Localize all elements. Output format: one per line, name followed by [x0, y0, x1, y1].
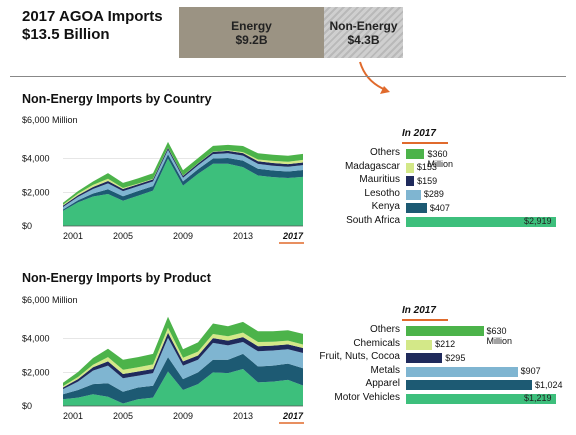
- bar-apparel: [406, 380, 532, 390]
- bar-chemicals: [406, 339, 433, 350]
- area-chart-product: $0 $2,000 $4,000 2001 2005 2009 2013 2017: [22, 316, 304, 424]
- bar-label: Mauritius: [359, 174, 400, 185]
- energy-box: Energy $9.2B: [179, 7, 324, 58]
- bar-value: $159: [417, 175, 438, 186]
- bar-label: Others: [369, 147, 400, 158]
- bar-fruit-nuts-cocoa: [406, 353, 443, 363]
- bar-value: $153: [416, 162, 437, 172]
- bar-value: $407: [429, 202, 450, 213]
- area-series-kenya: [63, 154, 303, 211]
- area-series-others: [63, 316, 303, 387]
- y-tick-label: $2,000: [22, 187, 50, 197]
- energy-value: $9.2B: [235, 32, 268, 47]
- y-tick-label: $4,000: [22, 154, 50, 164]
- bar-panel-underline-country: [402, 142, 448, 144]
- bar-label: Kenya: [371, 201, 400, 212]
- area-series-lesotho: [63, 149, 303, 210]
- bar-madagascar: [406, 162, 414, 173]
- x-tick-label: 2017: [282, 231, 304, 241]
- y-tick-label: $0: [22, 221, 32, 231]
- bar-lesotho: [406, 189, 421, 200]
- bar-motor-vehicles: [406, 393, 556, 404]
- x-tick-label: 2005: [113, 231, 133, 241]
- bar-value: $2,919: [524, 216, 552, 226]
- bar-label: South Africa: [346, 214, 400, 226]
- x-tick-label: 2013: [233, 411, 253, 421]
- area-series-apparel: [63, 353, 303, 404]
- curved-arrow-icon: [359, 61, 390, 94]
- area-series-mauritius: [63, 147, 303, 207]
- x-tick-label: 2017: [282, 411, 304, 421]
- y-axis-top-product: $6,000 Million: [22, 295, 78, 305]
- bar-label: Lesotho: [364, 187, 400, 199]
- nonenergy-label: Non-Energy: [329, 18, 398, 33]
- chart-title-country: Non-Energy Imports by Country: [22, 92, 212, 106]
- x-tick-label: 2009: [173, 231, 193, 241]
- area-series-others: [63, 141, 303, 205]
- bar-panel-title-product: In 2017: [402, 305, 436, 316]
- bar-label: Motor Vehicles: [334, 391, 400, 403]
- bar-label: Metals: [370, 364, 400, 376]
- area-series-metals: [63, 337, 303, 395]
- bar-panel-title-country: In 2017: [402, 128, 436, 139]
- y-tick-label: $4,000: [22, 334, 50, 344]
- bar-label: Fruit, Nuts, Cocoa: [319, 351, 400, 362]
- bar-value: $212: [435, 339, 456, 349]
- header-total: $13.5 Billion: [22, 26, 110, 43]
- bar-value: $630 Million: [486, 325, 513, 346]
- bar-south-africa: [406, 216, 556, 227]
- area-series-chemicals: [63, 327, 303, 388]
- bar-label: Chemicals: [353, 337, 400, 349]
- y-tick-label: $0: [22, 401, 32, 411]
- area-series-south-africa: [63, 158, 303, 226]
- y-tick-label: $2,000: [22, 367, 50, 377]
- bar-label: Others: [369, 324, 400, 335]
- nonenergy-box: Non-Energy $4.3B: [324, 7, 403, 58]
- bar-value: $295: [445, 352, 466, 363]
- bar-panel-underline-product: [402, 319, 448, 321]
- bar-value: $360 Million: [427, 148, 453, 169]
- x-tick-label: 2013: [233, 231, 253, 241]
- energy-label: Energy: [231, 18, 272, 33]
- bar-others: [406, 326, 484, 336]
- bar-value: $1,219: [524, 393, 552, 403]
- bar-label: Apparel: [365, 378, 400, 389]
- y-axis-top-country: $6,000 Million: [22, 115, 78, 125]
- bar-metals: [406, 366, 518, 377]
- x-tick-label: 2009: [173, 411, 193, 421]
- bar-value: $907: [520, 366, 541, 376]
- divider: [10, 76, 566, 77]
- x-tick-label: 2005: [113, 411, 133, 421]
- bar-value: $289: [423, 189, 444, 199]
- bar-label: Madagascar: [344, 160, 400, 172]
- header-title: 2017 AGOA Imports: [22, 8, 163, 25]
- area-series-motor-vehicles: [63, 368, 303, 406]
- chart-title-product: Non-Energy Imports by Product: [22, 271, 211, 285]
- x-tick-label: 2001: [63, 231, 83, 241]
- bar-kenya: [406, 203, 427, 213]
- bar-value: $1,024: [535, 379, 563, 390]
- area-chart-country: $0 $2,000 $4,000 2001 2005 2009 2013 2017: [22, 141, 304, 244]
- x-tick-label: 2001: [63, 411, 83, 421]
- bar-others: [406, 149, 425, 159]
- area-series-fruit-nuts-cocoa: [63, 332, 303, 390]
- bar-mauritius: [406, 176, 415, 186]
- nonenergy-value: $4.3B: [347, 32, 380, 47]
